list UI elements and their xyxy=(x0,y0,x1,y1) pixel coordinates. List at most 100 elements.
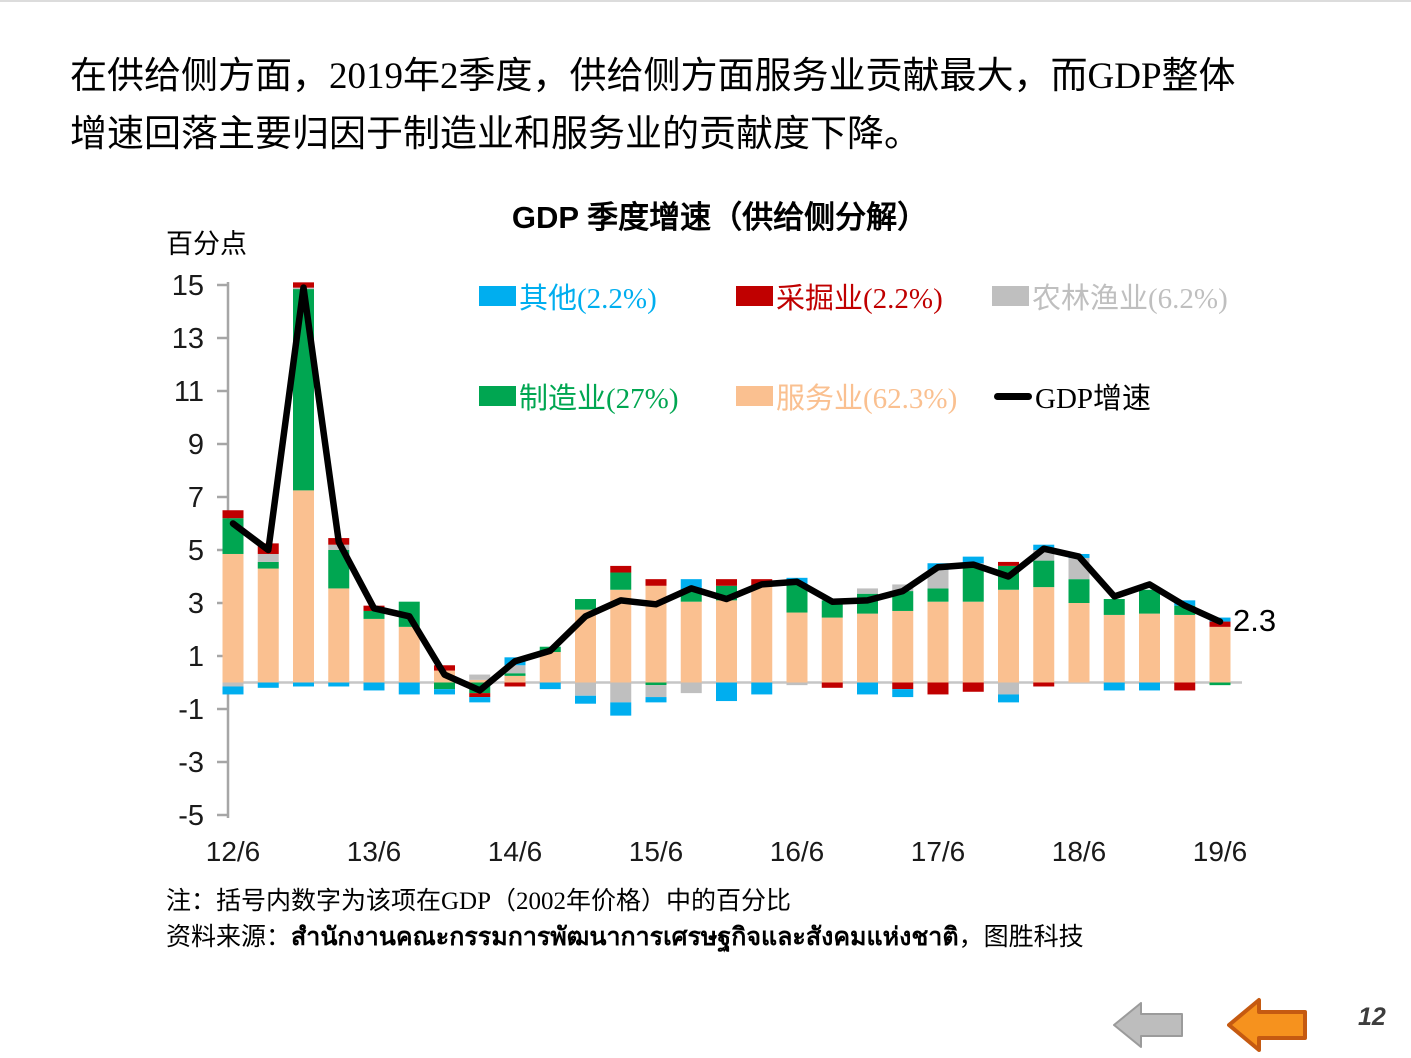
bar-segment-manufacturing-19/3 xyxy=(1174,605,1196,615)
headline-line-2: 增速回落主要归因于制造业和服务业的贡献度下降。 xyxy=(70,114,921,155)
x-tick-label: 16/6 xyxy=(770,836,825,867)
bar-segment-services-13/6 xyxy=(363,618,385,683)
bar-segment-services-16/3 xyxy=(751,586,773,683)
y-tick-label: 9 xyxy=(188,429,204,461)
y-tick-label: 15 xyxy=(172,270,204,302)
gdp-end-value-label: 2.3 xyxy=(1233,603,1277,638)
legend-item-gdp-line: GDP增速 xyxy=(994,381,1151,415)
nav-back-gray-arrow-icon[interactable] xyxy=(1113,1002,1183,1048)
bar-segment-services-12/6 xyxy=(222,553,244,683)
bar-segment-manufacturing-12/9 xyxy=(257,561,279,569)
bar-segment-manufacturing-15/9 xyxy=(680,589,702,602)
source-suffix: ，图胜科技 xyxy=(958,924,1084,951)
y-tick-label: 13 xyxy=(172,323,204,355)
bar-segment-manufacturing-18/12 xyxy=(1139,589,1160,614)
series-services xyxy=(222,490,1231,683)
y-tick-label: -3 xyxy=(178,747,204,779)
legend-item-manufacturing: 制造业(27%) xyxy=(479,381,678,415)
bar-segment-agriculture-17/12 xyxy=(998,682,1019,695)
y-axis: 15 13 11 9 7 5 3 1 -1 -3 -5 xyxy=(172,270,230,832)
bar-segment-manufacturing-17/9 xyxy=(962,567,984,602)
bar-segment-other-13/3 xyxy=(328,682,350,687)
bar-segment-manufacturing-18/3 xyxy=(1033,560,1055,588)
bar-segment-agriculture-14/3 xyxy=(469,674,491,680)
bar-segment-other-14/3 xyxy=(469,697,491,703)
bar-segment-manufacturing-17/3 xyxy=(892,591,914,611)
bar-segment-manufacturing-18/6 xyxy=(1068,579,1090,603)
bar-segment-other-12/12 xyxy=(293,682,314,687)
footnote-text: 注：括号内数字为该项在GDP（2002年价格）中的百分比 xyxy=(166,888,792,915)
bar-segment-agriculture-14/12 xyxy=(575,682,596,696)
stacked-bars xyxy=(222,282,1231,716)
bar-segment-manufacturing-16/6 xyxy=(786,584,808,613)
bar-segment-manufacturing-13/12 xyxy=(434,682,455,690)
bar-segment-other-14/9 xyxy=(539,682,561,690)
bar-segment-services-17/9 xyxy=(962,601,984,683)
bar-segment-mining-17/9 xyxy=(962,682,984,692)
bar-segment-other-14/12 xyxy=(575,695,596,704)
bar-segment-services-16/6 xyxy=(786,612,808,683)
legend-swatch-agriculture xyxy=(992,286,1029,306)
bar-segment-other-17/9 xyxy=(962,556,984,564)
bar-segment-services-12/9 xyxy=(257,568,279,683)
legend-label-services: 服务业(62.3%) xyxy=(776,383,958,415)
bar-segment-mining-16/9 xyxy=(821,682,843,688)
bar-segment-services-19/3 xyxy=(1174,614,1196,683)
bar-segment-manufacturing-13/6 xyxy=(363,610,385,619)
bar-segment-other-16/12 xyxy=(857,682,878,695)
bar-segment-services-19/6 xyxy=(1209,626,1231,683)
bar-segment-other-15/3 xyxy=(610,702,632,716)
legend-item-services: 服务业(62.3%) xyxy=(736,381,957,415)
gdp-growth-line xyxy=(229,284,1224,694)
source-note: 资料来源：สำนักงานคณะกรรมการพัฒนาการเศรษฐกิจแ… xyxy=(166,917,1084,957)
bar-segment-services-17/12 xyxy=(998,589,1019,683)
legend-swatch-other xyxy=(479,286,516,306)
legend-item-other: 其他(2.2%) xyxy=(479,281,657,315)
legend-swatch-manufacturing xyxy=(479,386,516,406)
legend-label-agriculture: 农林渔业(6.2%) xyxy=(1032,283,1228,315)
bar-segment-other-13/9 xyxy=(398,682,420,695)
x-tick-label: 17/6 xyxy=(911,836,966,867)
slide-top-edge xyxy=(0,0,1411,2)
bar-segment-other-18/12 xyxy=(1139,682,1160,691)
x-tick-label: 13/6 xyxy=(347,836,402,867)
nav-back-orange-arrow-icon[interactable] xyxy=(1227,997,1307,1053)
bar-segment-mining-17/6 xyxy=(927,682,949,695)
x-tick-label: 14/6 xyxy=(488,836,543,867)
bar-segment-agriculture-16/6 xyxy=(786,682,808,686)
bar-segment-mining-12/6 xyxy=(222,510,244,519)
y-tick-label: 11 xyxy=(174,376,204,408)
y-tick-label: 5 xyxy=(188,535,204,567)
bar-segment-services-14/9 xyxy=(539,652,561,683)
bar-segment-services-12/12 xyxy=(293,490,314,683)
bar-segment-services-15/3 xyxy=(610,589,632,683)
bar-segment-mining-15/6 xyxy=(645,579,667,586)
y-tick-label: 1 xyxy=(188,641,204,673)
footnote: 注：括号内数字为该项在GDP（2002年价格）中的百分比 xyxy=(166,881,791,917)
bar-segment-services-17/6 xyxy=(927,601,949,683)
legend-item-mining: 采掘业(2.2%) xyxy=(736,281,943,315)
bar-segment-mining-15/3 xyxy=(610,565,632,573)
bar-segment-agriculture-15/6 xyxy=(645,685,667,698)
bar-segment-agriculture-14/6 xyxy=(504,665,526,674)
bar-segment-mining-18/3 xyxy=(1033,682,1055,687)
bar-segment-agriculture-12/6 xyxy=(222,682,244,687)
source-prefix: 资料来源： xyxy=(166,924,292,951)
bar-segment-services-13/9 xyxy=(398,626,420,683)
bar-segment-other-17/12 xyxy=(998,694,1019,703)
bar-segment-other-15/9 xyxy=(680,579,702,590)
bar-segment-services-18/3 xyxy=(1033,587,1055,683)
bar-segment-agriculture-16/12 xyxy=(857,588,878,594)
bar-segment-other-13/6 xyxy=(363,682,385,691)
legend-swatch-mining xyxy=(736,286,773,306)
bar-segment-other-15/6 xyxy=(645,697,667,703)
source-name: สำนักงานคณะกรรมการพัฒนาการเศรษฐกิจและสัง… xyxy=(291,924,959,951)
page-number: 12 xyxy=(1358,1003,1386,1031)
bar-segment-services-18/12 xyxy=(1139,613,1160,683)
bar-segment-manufacturing-13/3 xyxy=(328,550,350,589)
legend-swatch-services xyxy=(736,386,773,406)
bar-segment-mining-14/3 xyxy=(469,693,491,698)
legend-label-other: 其他(2.2%) xyxy=(519,283,657,315)
bar-segment-services-14/6 xyxy=(504,675,526,683)
bar-segment-manufacturing-15/3 xyxy=(610,572,632,590)
